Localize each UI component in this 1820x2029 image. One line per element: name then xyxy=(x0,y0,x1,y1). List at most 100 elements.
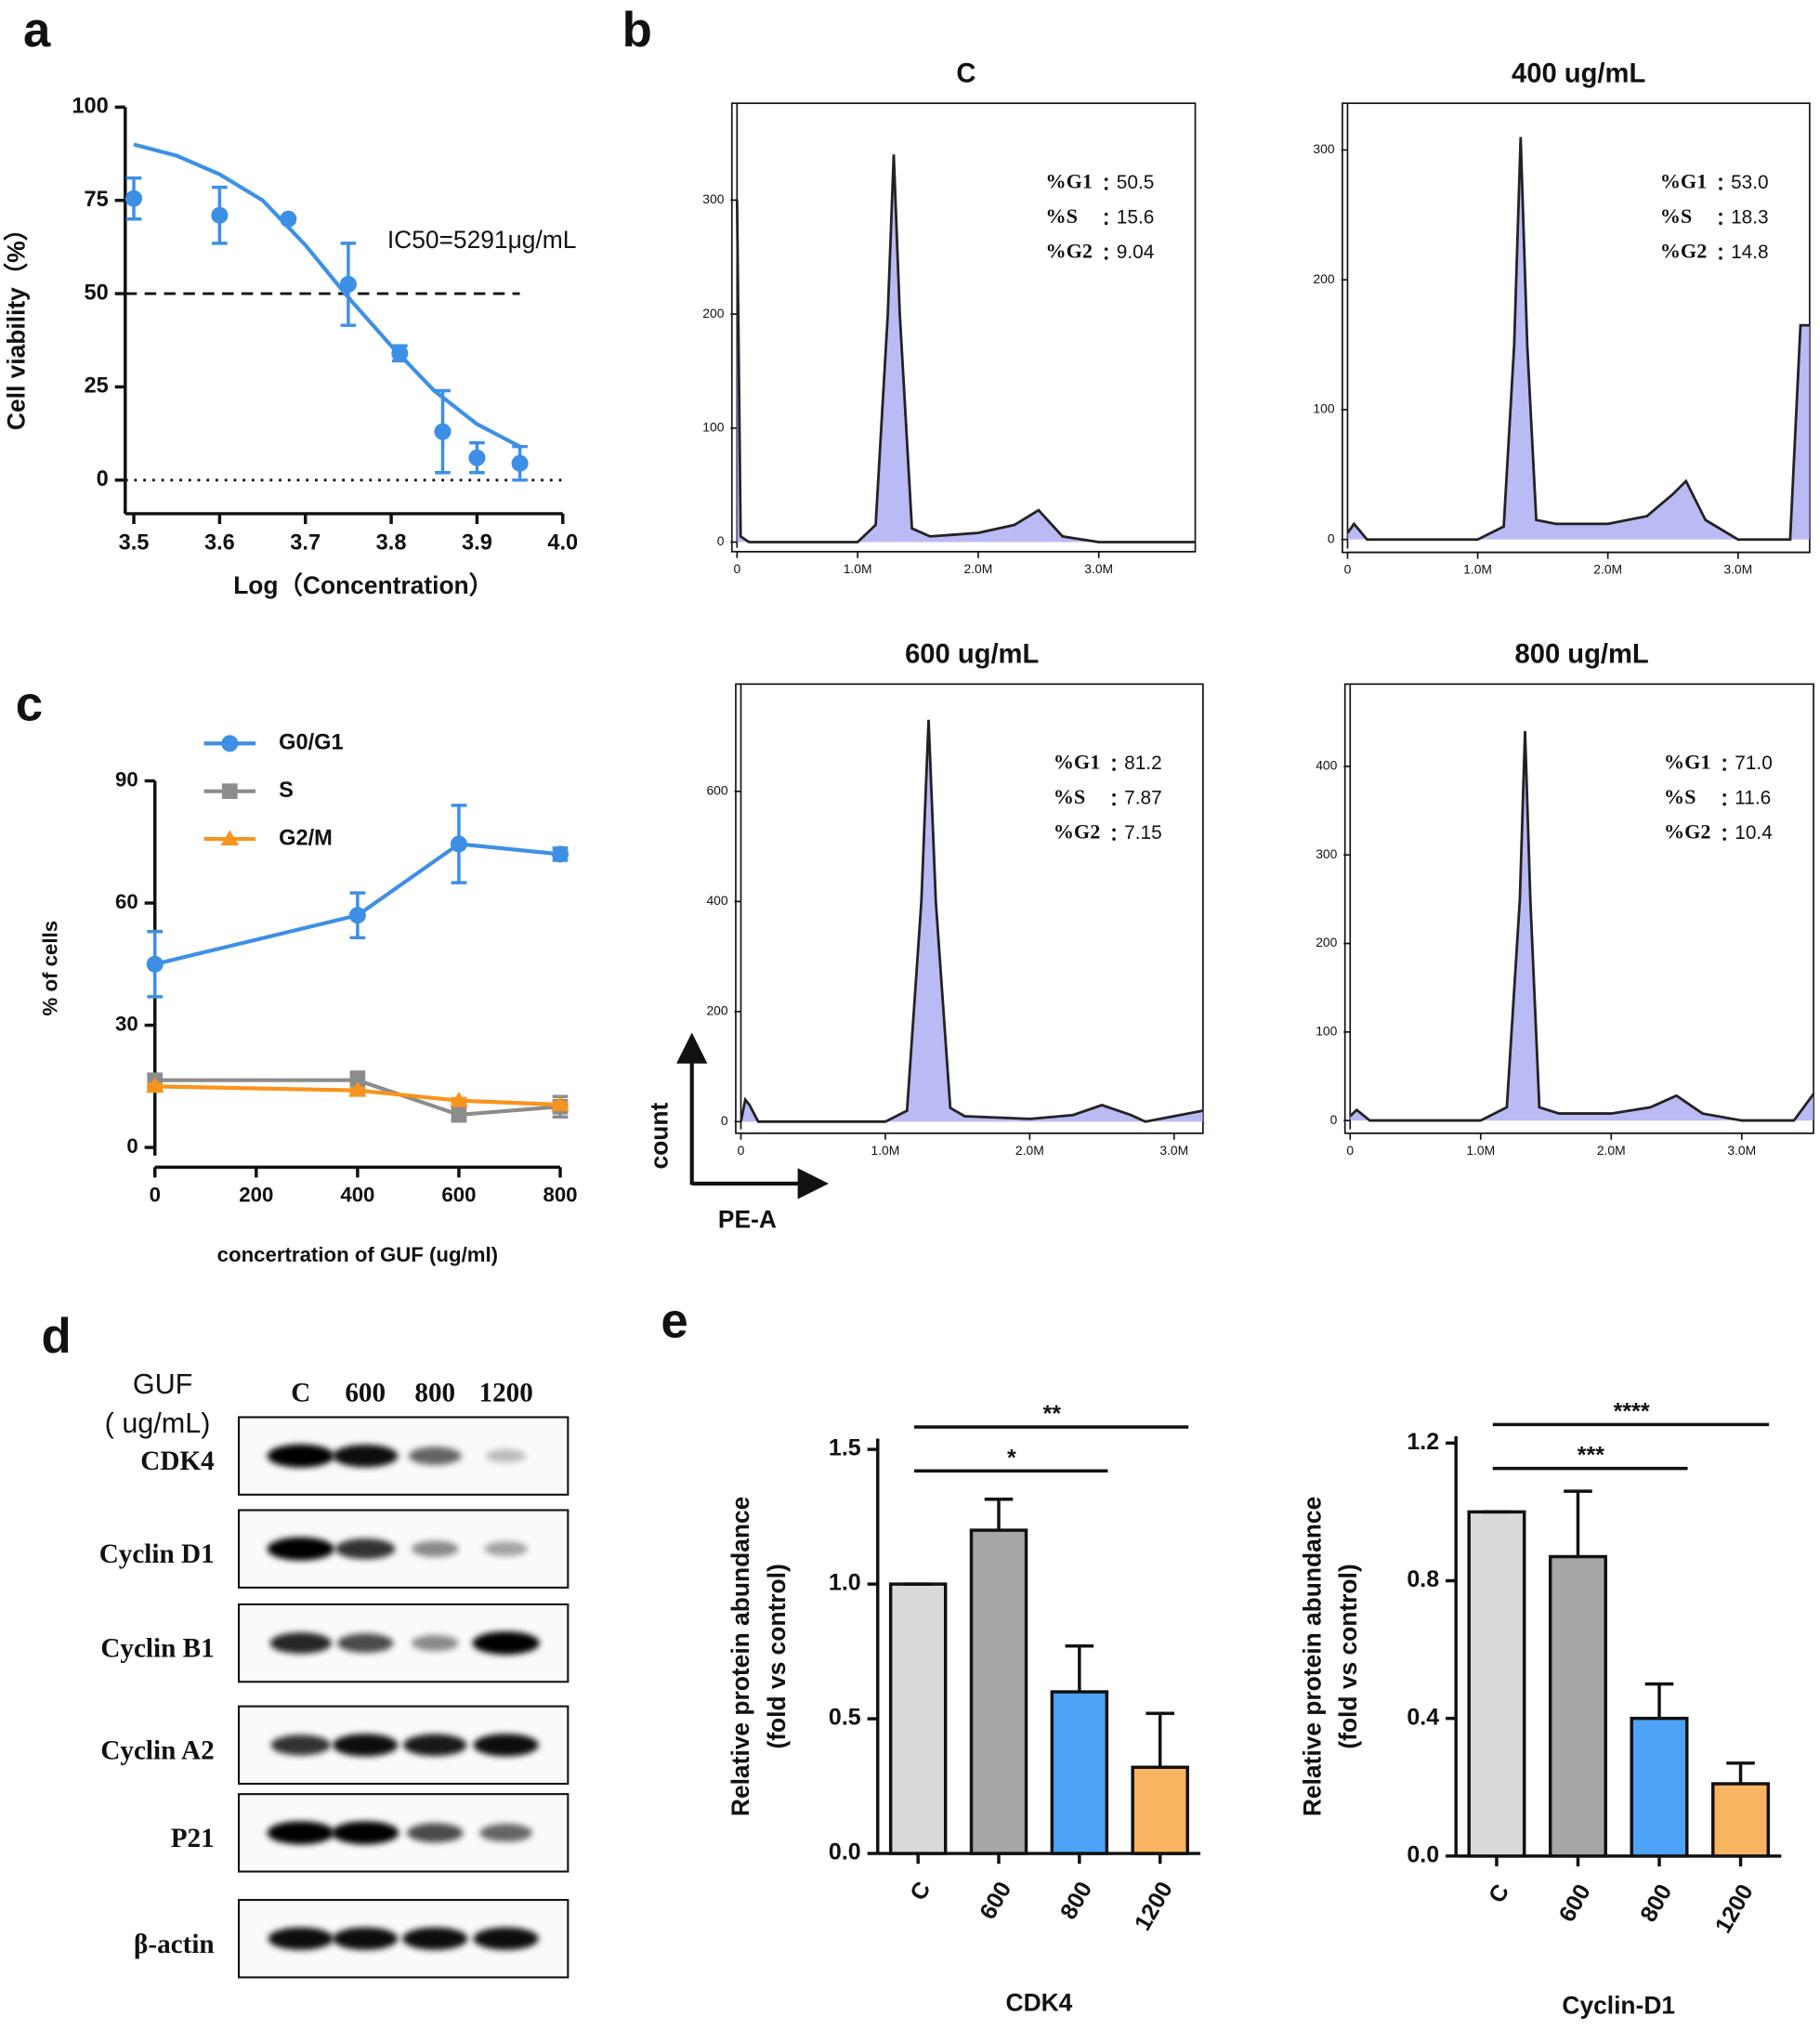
x-tick-label: 600 xyxy=(1554,1879,1596,1926)
x-tick-label: 600 xyxy=(975,1878,1016,1924)
blot-band xyxy=(333,1927,399,1950)
y-tick-label: 300 xyxy=(1316,846,1337,861)
x-tick-label: 0 xyxy=(150,1183,161,1206)
x-tick-label: 0 xyxy=(1346,1143,1354,1158)
significance-label: * xyxy=(1007,1445,1016,1471)
y-tick-label: 0 xyxy=(1330,1112,1338,1127)
x-tick-label: 800 xyxy=(1635,1879,1677,1926)
x-tick-label: 1200 xyxy=(1130,1878,1178,1935)
histogram-line xyxy=(1346,137,1810,542)
y-tick-label: 300 xyxy=(1313,141,1334,156)
x-tick-label: 3.7 xyxy=(290,531,321,556)
panel-label: e xyxy=(661,1293,687,1348)
x-tick-label: 3.5 xyxy=(119,531,150,556)
chart-title: 600 ug/mL xyxy=(905,639,1039,669)
x-tick-label: 1200 xyxy=(1710,1879,1759,1937)
y-tick-label: 0 xyxy=(126,1134,137,1158)
blot-band xyxy=(479,1824,532,1842)
bar xyxy=(969,1528,1028,1855)
stat-value: 15.6 xyxy=(1117,206,1155,228)
stat-name: %G1 xyxy=(1660,169,1708,192)
stat-value: 18.3 xyxy=(1731,206,1769,228)
x-tick-label: 0 xyxy=(738,1143,745,1158)
blot-band xyxy=(402,1927,468,1950)
y-tick-label: 0 xyxy=(721,1113,728,1128)
stat-colon xyxy=(1722,758,1726,763)
y-tick-label: 75 xyxy=(84,188,108,212)
y-tick-label: 0.5 xyxy=(829,1705,861,1731)
stat-name: %G2 xyxy=(1660,239,1708,262)
x-tick-label: 2.0M xyxy=(1597,1143,1626,1158)
blot-band xyxy=(268,1927,334,1950)
x-tick-label: 3.8 xyxy=(376,531,407,556)
data-point xyxy=(450,1091,468,1107)
panel-label: d xyxy=(41,1309,71,1364)
stat-name: %G2 xyxy=(1054,820,1101,844)
bar xyxy=(888,1582,948,1855)
stat-colon xyxy=(1104,187,1108,190)
legend-marker xyxy=(220,830,240,845)
stat-value: 71.0 xyxy=(1735,753,1773,774)
x-tick-label: 800 xyxy=(543,1183,577,1206)
stat-name: %G2 xyxy=(1045,239,1093,262)
y-axis-label: % of cells xyxy=(38,921,61,1015)
bar xyxy=(1131,1765,1189,1855)
y-tick-label: 600 xyxy=(706,783,727,798)
stat-value: 50.5 xyxy=(1117,172,1155,193)
significance-label: **** xyxy=(1614,1398,1650,1424)
y-tick-label: 100 xyxy=(702,419,724,434)
stat-colon xyxy=(1104,221,1108,226)
blot-band xyxy=(333,1734,399,1757)
y-tick-label: 100 xyxy=(72,95,108,119)
series-line xyxy=(154,842,561,966)
stat-value: 10.4 xyxy=(1735,822,1773,844)
stat-colon xyxy=(1722,802,1726,806)
x-axis-label: Log（Concentration） xyxy=(233,571,493,599)
bar xyxy=(1630,1716,1689,1858)
x-tick-label: 4.0 xyxy=(547,531,578,556)
histogram-line xyxy=(740,719,1204,1123)
lane-label: 1200 xyxy=(478,1379,532,1408)
y-tick-label: 0.8 xyxy=(1407,1566,1439,1592)
stat-name: %G1 xyxy=(1664,751,1711,774)
blot-band xyxy=(486,1448,527,1463)
stat-colon xyxy=(1722,828,1726,832)
y-tick-label: 100 xyxy=(1313,401,1334,416)
data-point xyxy=(125,190,143,207)
x-axis-label: Cyclin-D1 xyxy=(1562,1991,1675,2019)
stat-name: %G1 xyxy=(1054,751,1101,774)
blot-band xyxy=(408,1446,462,1465)
panel-label: b xyxy=(622,3,652,58)
stat-colon xyxy=(1719,187,1722,190)
blot-header: GUF xyxy=(133,1368,192,1400)
x-tick-label: 600 xyxy=(441,1183,476,1206)
chart-title: 800 ug/mL xyxy=(1515,639,1649,669)
stat-colon xyxy=(1112,802,1116,806)
blot-band xyxy=(332,1821,399,1845)
blot-band xyxy=(334,1538,396,1560)
data-point xyxy=(348,907,366,924)
stat-colon xyxy=(1104,247,1108,251)
data-point xyxy=(391,345,409,362)
x-tick-label: 2.0M xyxy=(1015,1143,1044,1158)
histogram-line xyxy=(1349,730,1815,1122)
y-tick-label: 1.5 xyxy=(829,1435,861,1461)
blot-row-label: CDK4 xyxy=(140,1446,215,1476)
stat-colon xyxy=(1112,793,1116,797)
plot-frame xyxy=(1343,683,1814,1134)
histogram-area xyxy=(740,719,1203,1122)
bar xyxy=(1050,1690,1109,1855)
stat-colon xyxy=(1719,256,1722,260)
stat-colon xyxy=(1722,767,1726,771)
stat-colon xyxy=(1112,767,1116,771)
stat-colon xyxy=(1104,256,1108,260)
stat-name: %S xyxy=(1054,785,1086,808)
y-tick-label: 30 xyxy=(115,1012,138,1035)
stat-name: %G2 xyxy=(1664,820,1711,844)
histogram-line xyxy=(735,154,1196,543)
data-point xyxy=(348,1080,367,1097)
legend-label: S xyxy=(279,779,294,803)
x-tick-label: 1.0M xyxy=(1466,1143,1495,1158)
y-tick-label: 200 xyxy=(1313,271,1334,286)
